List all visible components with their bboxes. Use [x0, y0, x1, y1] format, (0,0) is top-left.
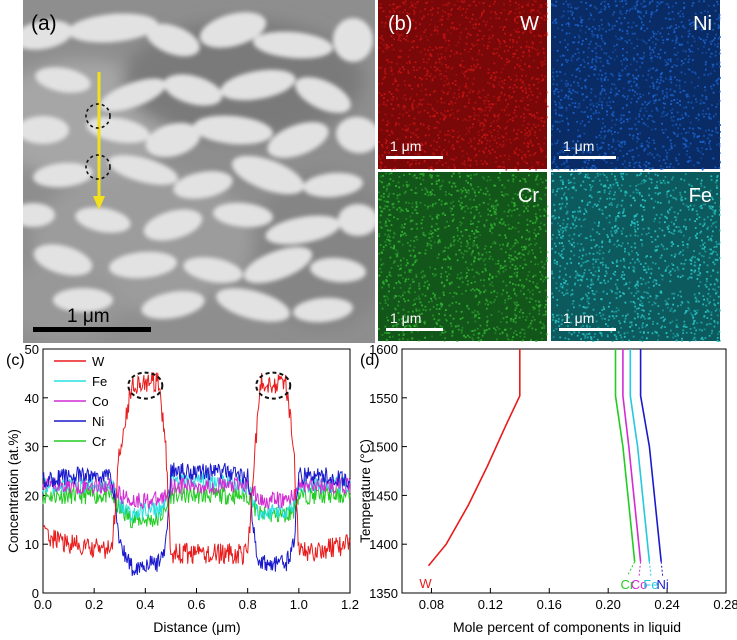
eds-map-ni: Ni 1 μm — [551, 0, 721, 171]
y-tick-label-d: 1350 — [369, 586, 398, 601]
x-tick-label: 1.0 — [290, 597, 308, 612]
x-tick-label-d: 0.16 — [537, 597, 562, 612]
y-tick-label: 40 — [25, 391, 39, 406]
legend-fe: Fe — [92, 374, 107, 389]
y-axis-label-d: Temperature (°C) — [358, 439, 373, 543]
legend-ni: Ni — [92, 414, 104, 429]
y-tick-label: 10 — [25, 537, 39, 552]
x-tick-label: 0.8 — [239, 597, 257, 612]
end-label-w: W — [419, 576, 432, 591]
plateau-circle-1 — [127, 371, 164, 400]
end-label-cr: Cr — [620, 577, 634, 592]
series-d-w — [427, 349, 521, 567]
y-tick-label: 0 — [32, 586, 39, 601]
liquid-composition-chart: (d) Mole percent of components in liquid… — [358, 343, 737, 635]
series-cr — [42, 485, 351, 529]
panel-b-label: (b) — [388, 13, 412, 35]
y-tick-label-d: 1550 — [369, 391, 398, 406]
panel-a-sem-image: 1 μm (a) — [23, 0, 375, 343]
y-tick-label-d: 1400 — [369, 537, 398, 552]
x-tick-label: 0.2 — [85, 597, 103, 612]
plateau-circle-2 — [255, 371, 292, 400]
end-label-ni: Ni — [657, 577, 669, 592]
series-d-fe — [629, 349, 651, 562]
x-tick-label: 0.0 — [34, 597, 52, 612]
eds-label-w: W — [520, 13, 539, 35]
y-tick-label: 20 — [25, 488, 39, 503]
y-tick-label-d: 1600 — [369, 343, 398, 357]
scale-bar — [33, 327, 151, 332]
x-axis-label-d: Mole percent of components in liquid — [453, 619, 681, 635]
x-tick-label: 0.6 — [187, 597, 205, 612]
series-d-co — [622, 349, 642, 562]
eds-scale-label: 1 μm — [390, 310, 421, 326]
panel-b-eds-maps: W 1 μm Ni 1 μm Cr 1 μm Fe 1 μm (b) — [378, 0, 721, 342]
eds-label-fe: Fe — [689, 185, 712, 207]
sem-micrograph: 1 μm (a) — [23, 0, 375, 343]
eds-scale-bar — [559, 328, 616, 331]
panel-c-chart: (c) Distance (μm) Concentration (at.%) 0… — [0, 343, 360, 640]
dashed-circle-1 — [85, 103, 111, 129]
series-d-cr — [614, 349, 636, 562]
eds-scale-bar — [386, 156, 443, 159]
end-label-fe: Fe — [643, 577, 658, 592]
x-tick-label-d: 0.12 — [478, 597, 503, 612]
y-tick-label-d: 1450 — [369, 488, 398, 503]
panel-d-chart: (d) Mole percent of components in liquid… — [356, 343, 737, 640]
eds-scale-bar — [386, 328, 443, 331]
y-tick-label-d: 1500 — [369, 440, 398, 455]
eds-label-ni: Ni — [693, 13, 712, 35]
x-tick-label-d: 0.24 — [654, 597, 679, 612]
y-axis-label: Concentration (at.%) — [6, 429, 21, 553]
eds-map-fe: Fe 1 μm — [551, 172, 721, 342]
plot-frame-d — [401, 348, 727, 594]
dashed-circle-2 — [85, 154, 111, 180]
eds-map-cr: Cr 1 μm — [378, 172, 549, 342]
legend-w: W — [92, 354, 105, 369]
x-tick-label: 0.4 — [136, 597, 154, 612]
eds-label-cr: Cr — [518, 185, 539, 207]
y-tick-label: 30 — [25, 440, 39, 455]
legend-cr: Cr — [92, 434, 106, 449]
panel-c-label: (c) — [6, 352, 25, 369]
end-label-co: Co — [631, 577, 648, 592]
eds-scale-bar — [559, 156, 616, 159]
x-axis-label: Distance (μm) — [153, 619, 240, 635]
x-tick-label-d: 0.20 — [596, 597, 621, 612]
series-d-ni — [639, 349, 662, 562]
legend-co: Co — [92, 394, 109, 409]
eds-map-grid: W 1 μm Ni 1 μm Cr 1 μm Fe 1 μm (b) — [378, 0, 721, 342]
panel-a-label: (a) — [31, 12, 57, 35]
eds-map-w: W 1 μm — [378, 0, 549, 171]
eds-scale-label: 1 μm — [390, 138, 421, 154]
x-tick-label-d: 0.08 — [419, 597, 444, 612]
scale-bar-label: 1 μm — [67, 306, 110, 327]
x-tick-label-d: 0.28 — [713, 597, 737, 612]
series-ni — [42, 462, 351, 576]
concentration-chart: (c) Distance (μm) Concentration (at.%) 0… — [6, 343, 359, 635]
x-tick-label: 1.2 — [341, 597, 359, 612]
eds-scale-label: 1 μm — [563, 310, 594, 326]
eds-scale-label: 1 μm — [563, 138, 594, 154]
panel-d-label: (d) — [360, 352, 380, 369]
y-tick-label: 50 — [25, 343, 39, 357]
series-w — [42, 372, 351, 565]
